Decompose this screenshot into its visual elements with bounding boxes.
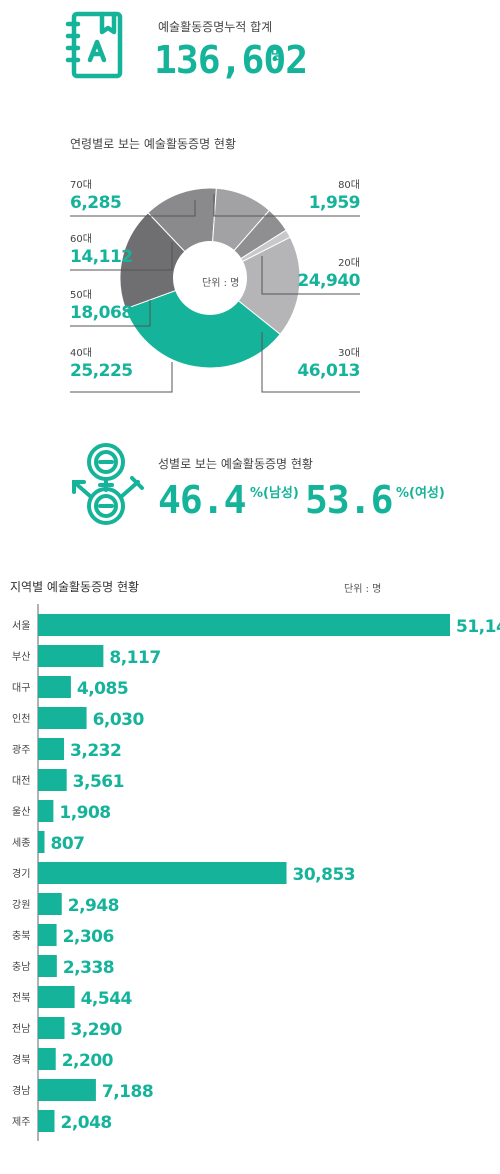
bar-전남 xyxy=(38,1017,65,1039)
bar-제주 xyxy=(38,1110,55,1132)
bar-부산 xyxy=(38,645,104,667)
age-section-title: 연령별로 보는 예술활동증명 현황 xyxy=(70,137,237,151)
pie-unit-label: 단위 : 명 xyxy=(202,278,240,289)
book-icon xyxy=(65,11,123,79)
pie-value-70대: 6,285 xyxy=(70,193,121,213)
bar-value-label: 2,948 xyxy=(68,896,119,916)
bar-category-label: 충남 xyxy=(12,961,30,973)
bar-광주 xyxy=(38,738,65,760)
pie-value-40대: 25,225 xyxy=(70,361,133,381)
bar-category-label: 경남 xyxy=(12,1084,30,1097)
bar-울산 xyxy=(38,800,54,822)
pie-label-40대: 40대 xyxy=(70,347,92,359)
pie-leader-20대 xyxy=(261,256,360,295)
pie-leader-70대 xyxy=(70,200,196,217)
bar-value-label: 6,030 xyxy=(93,710,145,730)
total-section: 예술활동증명누적 합계 136,602 명 xyxy=(0,0,500,100)
bar-category-label: 강원 xyxy=(12,899,30,911)
pie-slice-30대 xyxy=(124,277,281,369)
bar-value-label: 51,147 xyxy=(456,617,500,637)
region-unit-label: 단위 : 명 xyxy=(344,584,382,595)
bar-value-label: 4,085 xyxy=(77,679,128,699)
bar-value-label: 8,117 xyxy=(109,648,160,668)
bar-value-label: 1,908 xyxy=(59,803,110,823)
pie-value-20대: 24,940 xyxy=(297,271,360,291)
bar-value-label: 4,544 xyxy=(81,989,133,1009)
pie-slice-20대 xyxy=(209,236,301,336)
pie-value-60대: 14,112 xyxy=(70,247,133,267)
total-label: 예술활동증명누적 합계 xyxy=(158,20,273,34)
bar-value-label: 807 xyxy=(51,834,85,854)
male-suffix: %(남성) xyxy=(250,486,299,501)
pie-label-50대: 50대 xyxy=(70,289,92,301)
bar-강원 xyxy=(38,893,62,915)
pie-center-hole xyxy=(173,241,247,315)
bar-충남 xyxy=(38,955,57,977)
pie-label-80대: 80대 xyxy=(338,179,360,191)
bar-인천 xyxy=(38,707,87,729)
bar-category-label: 제주 xyxy=(12,1116,30,1128)
pie-leader-50대 xyxy=(70,300,151,327)
gender-section-title: 성별로 보는 예술활동증명 현황 xyxy=(158,457,313,471)
bar-category-label: 부산 xyxy=(12,651,30,663)
pie-leader-40대 xyxy=(70,362,173,393)
female-suffix: %(여성) xyxy=(396,486,445,501)
region-section-title: 지역별 예술활동증명 현황 xyxy=(10,580,140,594)
total-value: 136,602 xyxy=(154,38,308,82)
pie-label-70대: 70대 xyxy=(70,179,92,191)
bar-value-label: 3,561 xyxy=(73,772,124,792)
bar-category-label: 전북 xyxy=(12,992,30,1004)
bar-category-label: 전남 xyxy=(12,1023,30,1035)
pie-value-50대: 18,068 xyxy=(70,303,133,323)
age-pie-chart: 20대 24,940 30대 46,013 40대 25,225 50대 18,068 60대 1… xyxy=(70,179,361,393)
bar-category-label: 세종 xyxy=(12,837,30,849)
gender-icon xyxy=(72,443,144,525)
bar-value-label: 2,306 xyxy=(63,927,114,947)
bar-category-label: 대구 xyxy=(12,682,30,694)
pie-label-30대: 30대 xyxy=(338,347,360,359)
bar-category-label: 울산 xyxy=(12,806,30,818)
bar-value-label: 30,853 xyxy=(293,865,356,885)
bar-value-label: 2,338 xyxy=(63,958,114,978)
bar-충북 xyxy=(38,924,57,946)
pie-leader-30대 xyxy=(261,332,360,393)
bar-전북 xyxy=(38,986,75,1008)
pie-leader-60대 xyxy=(70,242,173,271)
bar-경남 xyxy=(38,1079,96,1101)
pie-label-20대: 20대 xyxy=(338,257,360,269)
bar-경기 xyxy=(38,862,287,884)
bar-세종 xyxy=(38,831,45,853)
bar-대구 xyxy=(38,676,71,698)
pie-value-30대: 46,013 xyxy=(297,361,360,381)
bar-value-label: 7,188 xyxy=(102,1082,153,1102)
bar-경북 xyxy=(38,1048,56,1070)
bar-value-label: 2,200 xyxy=(62,1051,114,1071)
pie-value-80대: 1,959 xyxy=(309,193,360,213)
bar-category-label: 경북 xyxy=(12,1053,30,1066)
region-bar-chart: 서울 51,147 부산 8,117 대구 4,085 인천 6,030 광주 3,232 대전 3,… xyxy=(12,604,500,1141)
bar-category-label: 충북 xyxy=(12,930,30,942)
male-percent: 46.4 xyxy=(158,478,247,522)
female-percent: 53.6 xyxy=(305,478,394,522)
bar-서울 xyxy=(38,614,450,636)
pie-label-60대: 60대 xyxy=(70,233,92,245)
total-unit: 명 xyxy=(271,48,283,63)
bar-category-label: 서울 xyxy=(12,620,30,632)
bar-category-label: 광주 xyxy=(12,744,30,756)
bar-대전 xyxy=(38,769,67,791)
bar-category-label: 인천 xyxy=(12,713,30,725)
bar-value-label: 2,048 xyxy=(60,1113,111,1133)
pie-leader-80대 xyxy=(213,194,360,217)
bar-category-label: 경기 xyxy=(12,867,30,880)
bar-value-label: 3,290 xyxy=(71,1020,123,1040)
bar-value-label: 3,232 xyxy=(70,741,121,761)
bar-category-label: 대전 xyxy=(12,775,30,787)
